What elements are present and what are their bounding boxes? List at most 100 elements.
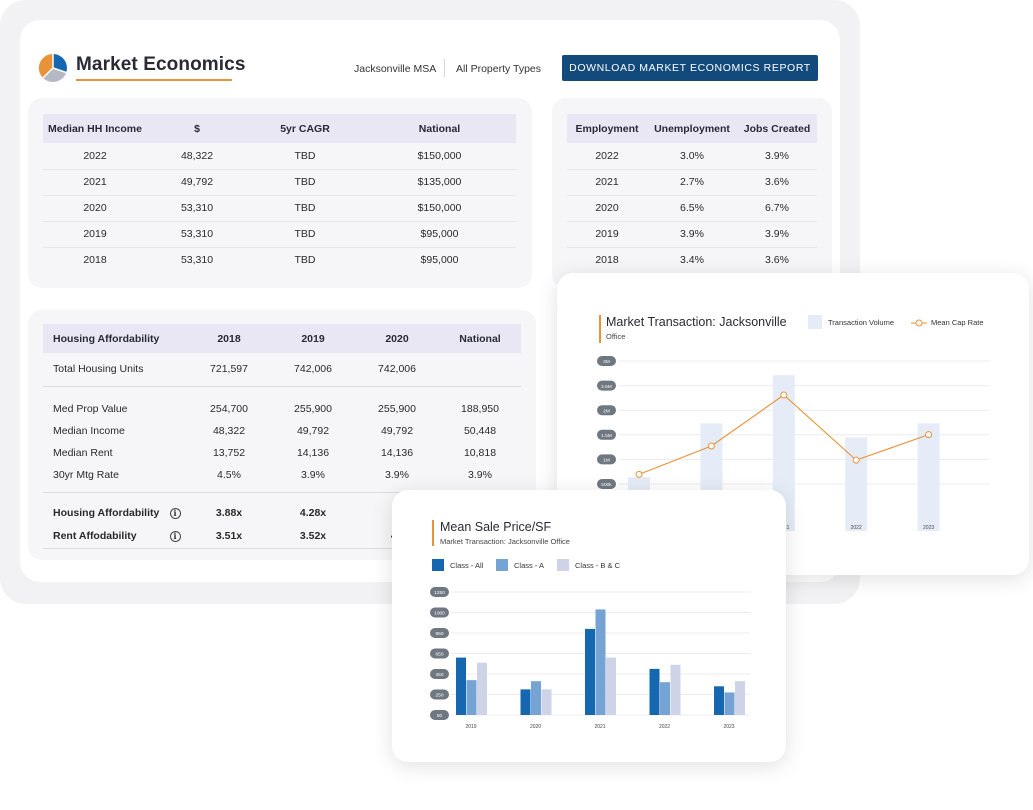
column-header: 2020 (355, 324, 439, 353)
column-header: National (363, 114, 516, 143)
table-cell: 2019 (43, 221, 147, 248)
mean-price-chart: 1250 1000 850 650 450 250 50 2019 2020 2021 2022 20… (430, 587, 750, 730)
price-bar (714, 686, 724, 715)
cap-rate-point (780, 391, 788, 399)
table-cell: 53,310 (147, 195, 247, 222)
legend-item: Mean Cap Rate (911, 318, 984, 327)
y-tick-label: 2M (603, 408, 610, 414)
table-header-row: Median HH Income $ 5yr CAGR National (43, 114, 516, 143)
x-tick-label: 2023 (923, 525, 934, 531)
legend-swatch (808, 315, 822, 329)
column-header: 2018 (187, 324, 271, 353)
info-icon[interactable]: i (169, 508, 181, 520)
table-cell: $95,000 (420, 254, 459, 267)
row-label: 30yr Mtg Rate (43, 464, 163, 493)
y-tick-label: 3M (603, 359, 610, 365)
filter-divider (444, 59, 445, 77)
x-tick-label: 2023 (723, 724, 734, 730)
table-cell: 3.9% (355, 464, 439, 493)
table-cell (163, 420, 187, 442)
table-cell: 53,310 (180, 254, 214, 267)
price-bar (735, 681, 745, 715)
table-cell: TBD (294, 254, 316, 267)
cap-rate-point (635, 470, 643, 478)
legend-label: Class - A (514, 560, 545, 570)
table-cell (163, 442, 187, 464)
table-cell: 2022 (567, 143, 647, 170)
y-tick-pill (430, 689, 449, 700)
price-bar (477, 662, 487, 715)
x-tick-label: 2021 (594, 724, 605, 730)
chart-title: Market Transaction: Jacksonville (606, 315, 787, 329)
table-cell: 2021 (567, 169, 647, 196)
y-tick-pill (597, 479, 616, 489)
table-cell: 3.9% (737, 221, 817, 248)
table-cell: TBD (247, 195, 363, 222)
table-cell: 3.9% (737, 143, 817, 170)
price-bar (531, 681, 541, 715)
x-tick-label: 2022 (659, 724, 670, 730)
price-bar (520, 689, 531, 715)
y-tick-pill (430, 607, 449, 618)
table-cell: 53,310 (147, 221, 247, 248)
table-cell: 4.5% (187, 464, 271, 493)
price-bar (585, 628, 595, 715)
table-cell: 6.5% (647, 195, 737, 222)
volume-bar (917, 423, 940, 531)
table-cell: 14,136 (380, 447, 414, 459)
legend-swatch (557, 559, 569, 571)
table-cell: 721,597 (187, 353, 271, 387)
table-cell: $150,000 (363, 143, 516, 170)
legend-swatch (496, 559, 508, 571)
table-row: 2022 48,322 TBD $150,000 (43, 143, 516, 170)
table-cell: 3.9% (439, 464, 521, 493)
title-underline (76, 79, 232, 81)
table-cell: 49,792 (296, 425, 330, 437)
table-cell (163, 353, 187, 387)
legend-label: Class - B & C (575, 560, 621, 570)
table-cell: 3.6% (737, 169, 817, 196)
y-tick-label: 250 (435, 693, 443, 699)
table-cell: 48,322 (147, 143, 247, 170)
table-cell: 3.4% (680, 254, 704, 267)
y-tick-label: 1M (603, 458, 610, 464)
legend-label: Mean Cap Rate (931, 318, 984, 327)
table-row: Total Housing Units 721,597 742,006 742,… (43, 353, 521, 387)
column-header: National (439, 324, 521, 353)
table-cell: 49,792 (380, 425, 414, 437)
info-icon[interactable]: i (169, 530, 181, 542)
table-cell: 49,792 (147, 169, 247, 196)
table-cell: 6.7% (737, 195, 817, 222)
table-cell: 3.6% (765, 254, 789, 267)
row-label: Rent Affodability (43, 524, 163, 549)
x-tick-label: 2019 (465, 724, 476, 730)
property-type-filter[interactable]: All Property Types (456, 63, 542, 75)
table-cell: 2020 (43, 195, 147, 222)
table-cell: 3.52x (271, 524, 355, 549)
info-cell: i (163, 492, 187, 524)
table-cell: 742,006 (355, 353, 439, 387)
y-tick-pill (597, 429, 616, 440)
table-cell: 255,900 (378, 403, 416, 416)
column-header: $ (147, 114, 247, 143)
y-tick-pill (597, 380, 616, 391)
y-tick-label: 450 (435, 672, 443, 678)
market-filter[interactable]: Jacksonville MSA (354, 63, 437, 75)
table-cell: 2019 (567, 221, 647, 248)
table-cell: 255,900 (294, 403, 332, 416)
y-tick-label: 650 (435, 652, 443, 658)
table-row: Med Prop Value 254,700 255,900 255,900 1… (43, 386, 521, 420)
table-cell: 3.9% (271, 464, 355, 493)
download-report-button[interactable]: DOWNLOAD MARKET ECONOMICS REPORT (562, 55, 818, 81)
price-bar (595, 609, 606, 715)
x-tick-label: 2020 (530, 724, 541, 730)
legend-item: Class - All (432, 559, 483, 571)
row-label: Median Rent (53, 447, 113, 459)
legend-swatch (432, 559, 444, 571)
chart-subtitle: Office (606, 332, 626, 341)
title-accent-bar (599, 315, 601, 343)
table-row: 2021 2.7% 3.6% (567, 169, 817, 196)
table-cell (163, 464, 187, 493)
price-bar (466, 680, 477, 715)
y-tick-pill (597, 454, 616, 465)
